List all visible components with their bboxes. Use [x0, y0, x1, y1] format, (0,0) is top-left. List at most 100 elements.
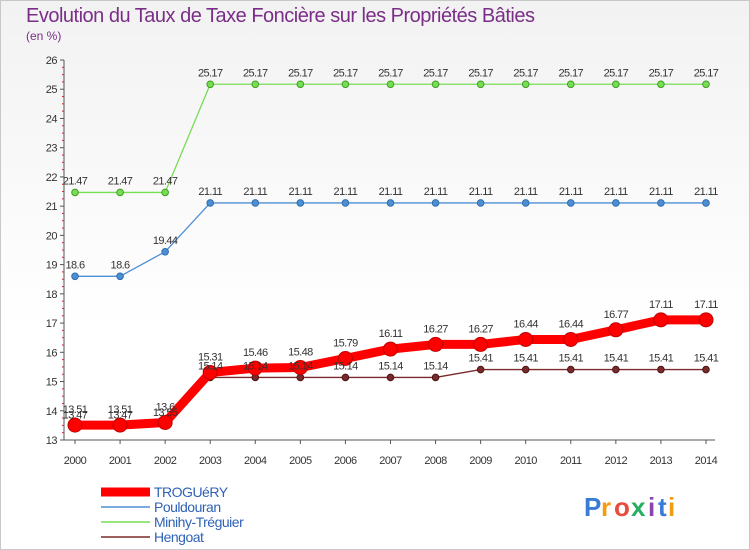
x-tick-label: 2001: [109, 455, 132, 467]
data-point-pouldouran: [431, 199, 440, 207]
data-label-minihy-treguier: 25.17: [378, 67, 403, 79]
data-point-minihy-treguier: [476, 80, 485, 89]
data-point-pouldouran: [251, 199, 260, 207]
data-point-troguery: [157, 414, 173, 430]
data-point-troguery: [112, 417, 128, 433]
data-label-pouldouran: 21.11: [379, 186, 403, 198]
x-tick-label: 2000: [64, 455, 87, 467]
x-tick-label: 2013: [650, 455, 673, 467]
data-label-troguery: 17.11: [649, 299, 673, 311]
data-point-troguery: [292, 360, 308, 376]
data-label-hengoat: 15.14: [423, 360, 448, 372]
data-label-hengoat: 15.14: [288, 360, 313, 372]
data-point-pouldouran: [296, 199, 305, 207]
logo-letter: t: [658, 492, 667, 522]
x-tick-label: 2003: [199, 455, 222, 467]
data-label-pouldouran: 21.11: [334, 186, 358, 198]
data-label-troguery: 16.44: [559, 318, 584, 330]
data-label-pouldouran: 21.11: [649, 186, 673, 198]
data-point-hengoat: [431, 373, 440, 382]
data-point-troguery: [382, 341, 398, 357]
data-point-troguery: [518, 331, 534, 347]
data-label-pouldouran: 21.11: [288, 186, 312, 198]
data-point-pouldouran: [657, 199, 665, 207]
data-label-hengoat: 15.14: [378, 360, 403, 372]
data-point-minihy-treguier: [341, 80, 350, 89]
data-point-troguery: [428, 336, 444, 352]
data-label-troguery: 15.48: [288, 347, 313, 359]
logo-letter: i: [668, 492, 675, 522]
data-point-minihy-treguier: [116, 188, 124, 197]
data-point-pouldouran: [476, 199, 485, 207]
data-label-pouldouran: 21.11: [469, 186, 493, 198]
data-point-troguery: [563, 331, 579, 347]
data-label-minihy-treguier: 25.17: [604, 67, 629, 79]
data-point-pouldouran: [161, 247, 169, 256]
y-tick-label: 26: [46, 55, 58, 67]
data-label-minihy-treguier: 25.17: [559, 67, 584, 79]
data-point-troguery: [247, 360, 263, 376]
data-point-hengoat: [566, 365, 575, 374]
data-point-minihy-treguier: [431, 80, 440, 89]
y-tick-label: 15: [46, 377, 58, 389]
data-point-pouldouran: [206, 199, 215, 207]
data-point-hengoat: [386, 373, 395, 382]
data-label-hengoat: 13.47: [63, 409, 88, 421]
data-label-hengoat: 13.47: [108, 409, 133, 421]
data-point-minihy-treguier: [386, 80, 395, 89]
x-tick-label: 2006: [334, 455, 357, 467]
data-label-minihy-treguier: 25.17: [649, 67, 674, 79]
y-tick-label: 14: [46, 406, 58, 418]
data-point-troguery: [653, 312, 669, 328]
data-point-minihy-treguier: [251, 80, 260, 89]
x-tick-label: 2010: [514, 455, 537, 467]
data-label-hengoat: 15.41: [468, 353, 493, 365]
series-minihy-treguier: [71, 80, 710, 197]
logo-letter: r: [601, 492, 611, 522]
x-tick-label: 2002: [154, 455, 177, 467]
data-label-hengoat: 15.41: [513, 353, 538, 365]
legend-label-minihy-treguier: Minihy-Tréguier: [154, 514, 244, 530]
data-point-minihy-treguier: [206, 80, 215, 89]
data-label-troguery: 16.11: [379, 328, 403, 340]
data-label-troguery: 13.51: [63, 404, 88, 416]
data-label-pouldouran: 21.11: [198, 186, 222, 198]
data-label-hengoat: 15.14: [198, 360, 223, 372]
x-tick-label: 2011: [560, 455, 582, 467]
x-tick-label: 2007: [379, 455, 402, 467]
data-label-troguery: 17.11: [694, 299, 718, 311]
data-point-hengoat: [341, 373, 350, 382]
x-tick-label: 2009: [469, 455, 492, 467]
axes: 13 14 15 16 17 18 19 20 21 22 23 24 25 26 2000 2001 2002…: [46, 55, 718, 467]
data-label-hengoat: 15.14: [243, 360, 268, 372]
data-label-hengoat: 15.41: [649, 353, 674, 365]
logo-letter: x: [631, 492, 646, 522]
legend-label-troguery: TROGUéRY: [154, 484, 229, 500]
data-point-troguery: [67, 417, 83, 433]
data-point-minihy-treguier: [702, 80, 710, 89]
data-point-hengoat: [702, 365, 710, 374]
y-tick-label: 16: [46, 347, 58, 359]
data-point-troguery: [202, 364, 218, 380]
data-label-minihy-treguier: 25.17: [333, 67, 358, 79]
data-point-minihy-treguier: [71, 188, 79, 197]
data-point-pouldouran: [521, 199, 530, 207]
x-tick-label: 2012: [605, 455, 628, 467]
data-label-minihy-treguier: 21.47: [63, 175, 88, 187]
data-label-troguery: 15.46: [243, 347, 268, 359]
data-label-troguery: 16.44: [513, 318, 538, 330]
data-point-pouldouran: [612, 199, 620, 207]
chart-title: Evolution du Taux de Taxe Foncière sur l…: [26, 5, 535, 27]
y-tick-label: 18: [46, 289, 58, 301]
series-layer: [67, 80, 714, 433]
x-tick-label: 2004: [244, 455, 267, 467]
data-label-minihy-treguier: 25.17: [423, 67, 448, 79]
y-tick-label: 20: [46, 230, 58, 242]
data-point-hengoat: [612, 365, 620, 374]
data-point-hengoat: [657, 365, 665, 374]
data-label-troguery: 16.77: [604, 309, 629, 321]
x-tick-label: 2014: [695, 455, 718, 467]
y-tick-label: 23: [46, 143, 58, 155]
